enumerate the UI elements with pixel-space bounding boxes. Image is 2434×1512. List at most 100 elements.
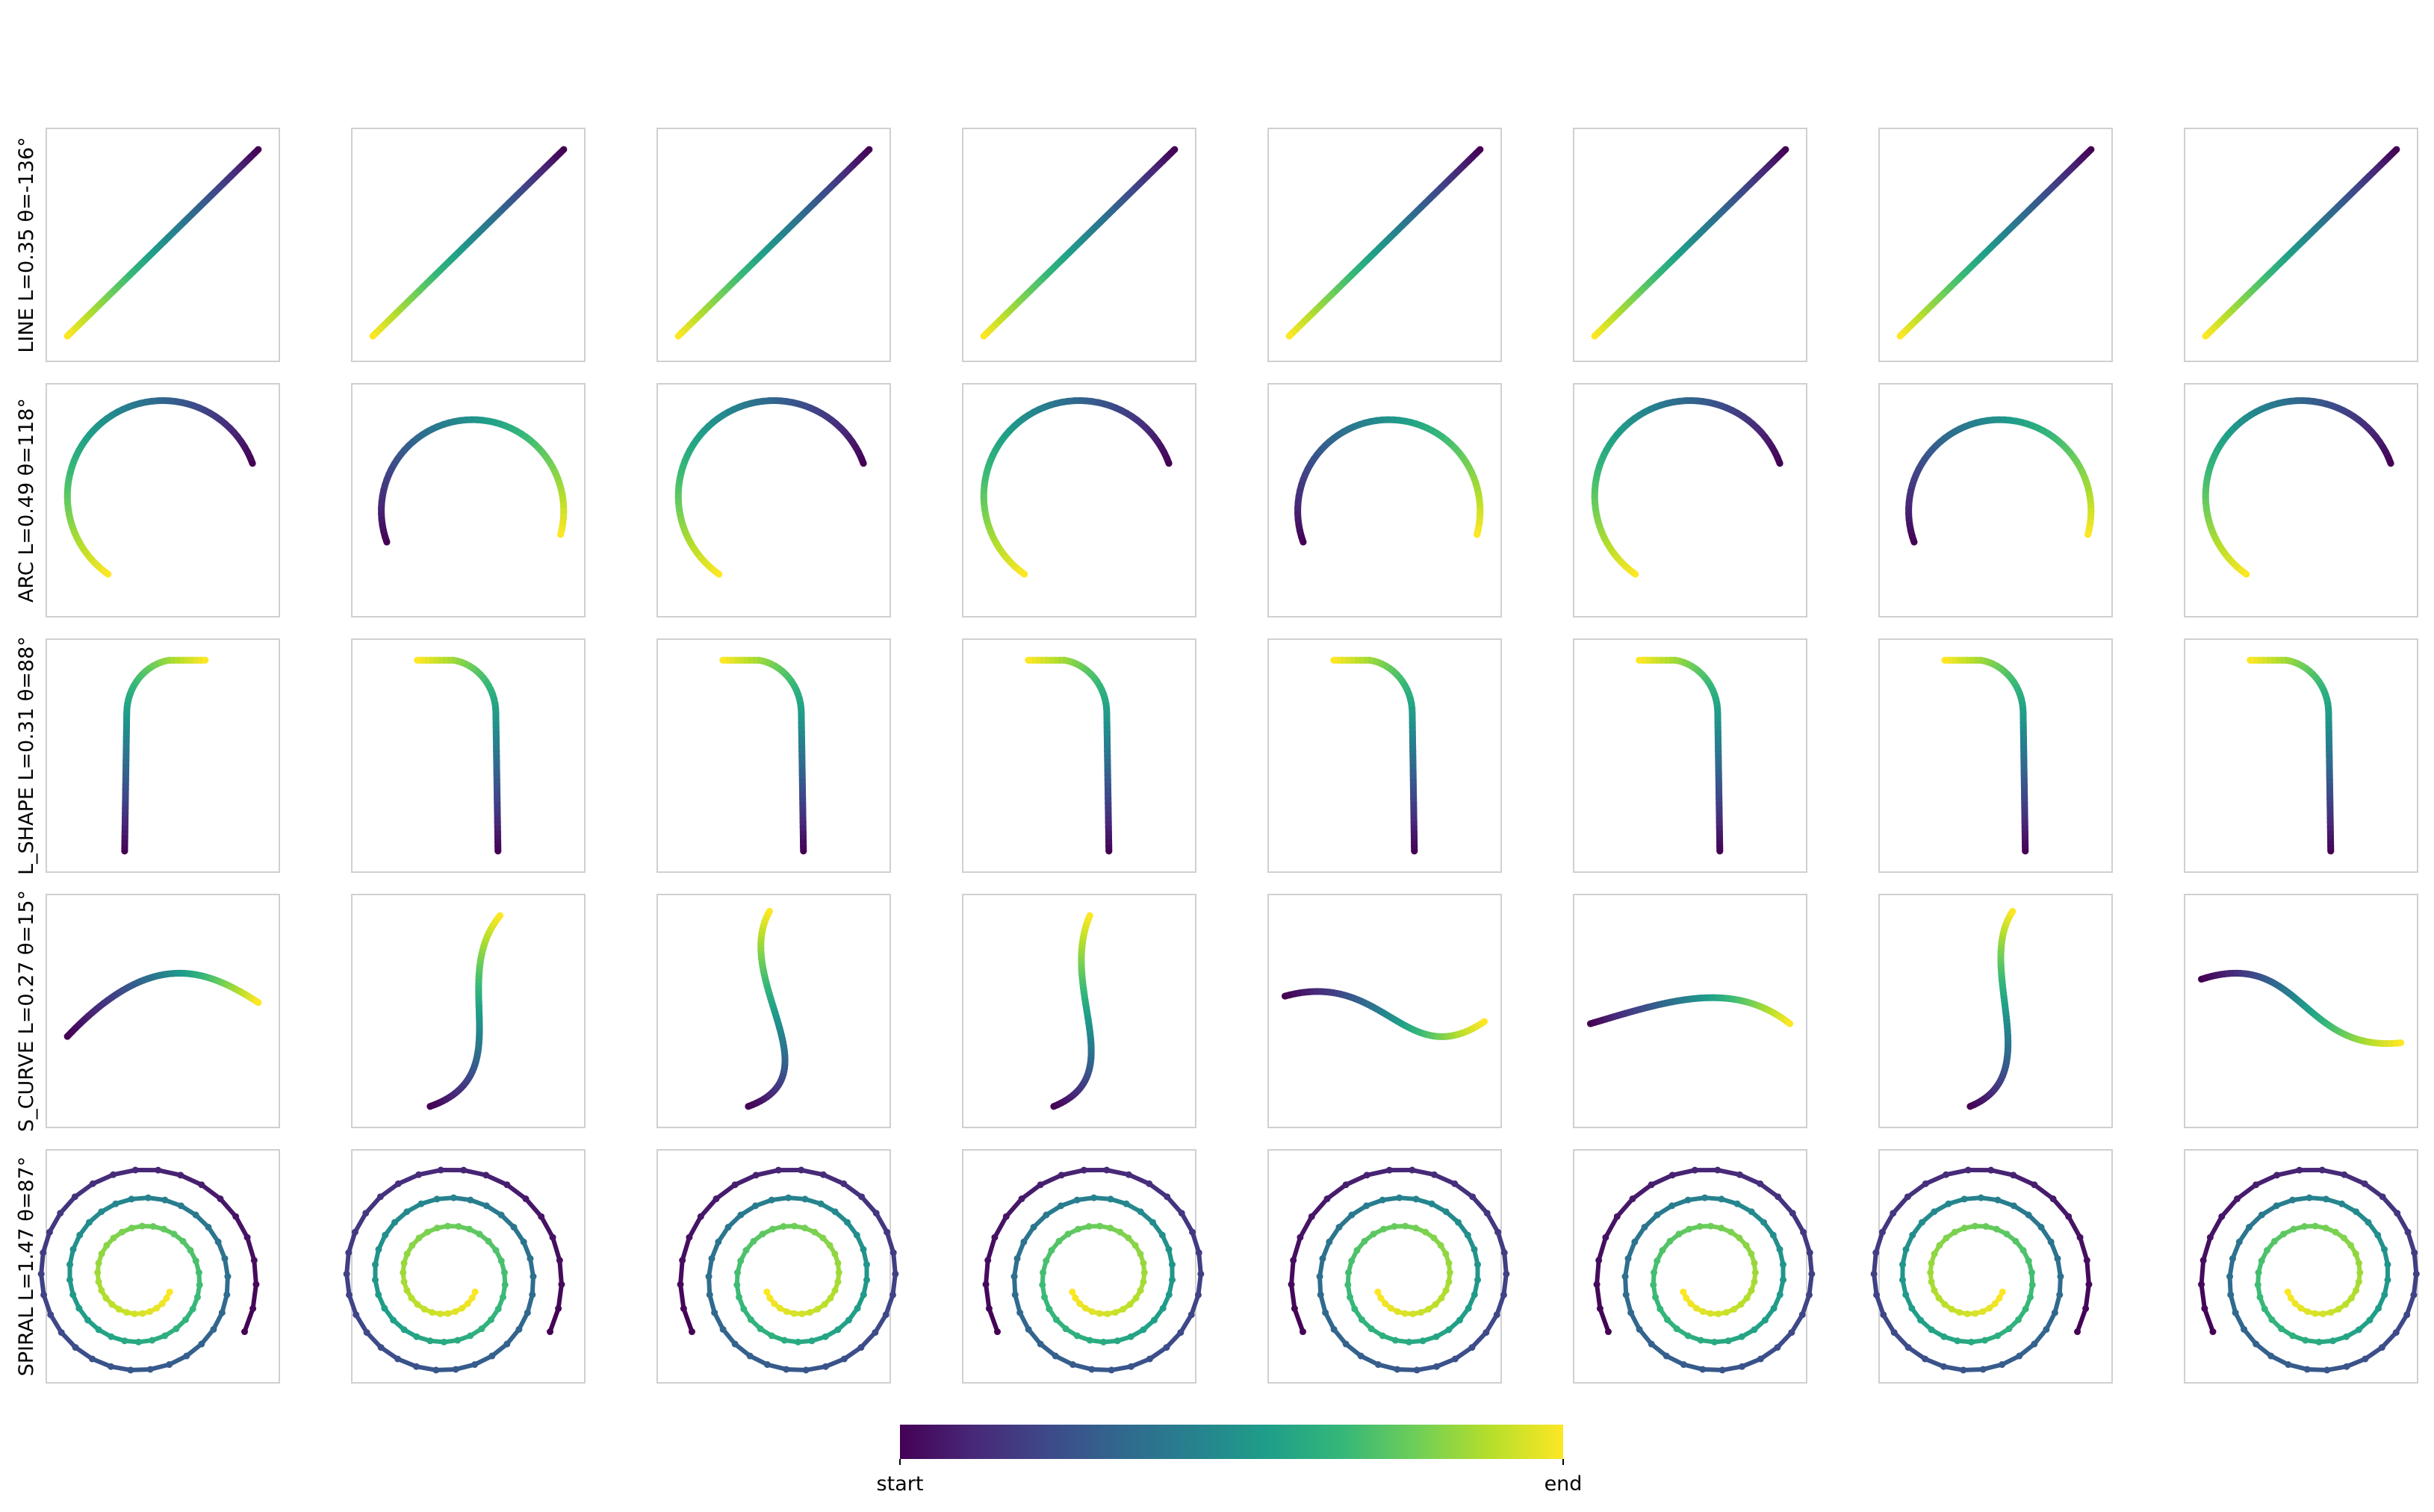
trajectory-point bbox=[444, 1310, 452, 1317]
trajectory-segment bbox=[985, 1235, 997, 1263]
trajectory-point bbox=[1178, 1210, 1185, 1217]
trajectory-point bbox=[822, 1333, 829, 1340]
trajectory-point bbox=[708, 1255, 715, 1263]
trajectory-point bbox=[2209, 1328, 2217, 1336]
panel bbox=[962, 894, 1196, 1128]
trajectory-point bbox=[1075, 1225, 1082, 1233]
trajectory-point bbox=[1714, 729, 1722, 736]
trajectory-segment bbox=[1807, 1250, 1814, 1277]
trajectory-point bbox=[798, 776, 806, 783]
trajectory-point bbox=[1738, 1333, 1745, 1340]
trajectory-point bbox=[121, 833, 128, 841]
trajectory-point bbox=[1922, 1355, 1929, 1363]
trajectory-point bbox=[2296, 1166, 2303, 1174]
trajectory-point bbox=[980, 332, 987, 340]
trajectory-point bbox=[1776, 1245, 1783, 1253]
trajectory-point bbox=[1379, 1332, 1386, 1340]
trajectory-segment bbox=[1004, 1196, 1025, 1219]
trajectory-point bbox=[131, 1166, 139, 1174]
trajectory-segment bbox=[681, 1306, 695, 1334]
panel bbox=[1573, 383, 1807, 617]
trajectory-point bbox=[2355, 417, 2362, 424]
trajectory-point bbox=[1380, 1225, 1388, 1233]
panel bbox=[656, 894, 891, 1128]
trajectory-point bbox=[502, 422, 509, 429]
trajectory-point bbox=[415, 1234, 423, 1242]
trajectory-segment bbox=[1164, 1194, 1185, 1216]
trajectory-point bbox=[984, 1257, 992, 1264]
trajectory-point bbox=[1104, 771, 1111, 779]
trajectory-point bbox=[2211, 534, 2219, 541]
trajectory-segment bbox=[353, 1312, 370, 1335]
trajectory-point bbox=[777, 397, 785, 405]
trajectory-point bbox=[2325, 724, 2332, 731]
trajectory-segment bbox=[1906, 1345, 1928, 1361]
trajectory-point bbox=[1729, 407, 1736, 414]
trajectory-point bbox=[1429, 427, 1436, 435]
trajectory-point bbox=[860, 1245, 867, 1253]
trajectory-point bbox=[2326, 743, 2333, 750]
trajectory-point bbox=[2085, 1281, 2093, 1288]
trajectory-point bbox=[1401, 417, 1409, 425]
trajectory-point bbox=[742, 1246, 750, 1254]
trajectory-point bbox=[752, 1202, 760, 1210]
trajectory-point bbox=[493, 776, 500, 783]
trajectory-point bbox=[1357, 1352, 1365, 1360]
trajectory-point bbox=[2031, 1340, 2038, 1348]
trajectory-point bbox=[1736, 1234, 1743, 1242]
trajectory-segment bbox=[858, 1330, 878, 1350]
trajectory-point bbox=[420, 1305, 428, 1313]
trajectory-point bbox=[1058, 399, 1066, 406]
trajectory-point bbox=[2326, 800, 2334, 807]
trajectory-point bbox=[468, 1294, 476, 1301]
trajectory-point bbox=[1715, 1310, 1722, 1318]
trajectory-point bbox=[785, 1194, 792, 1201]
trajectory-segment bbox=[557, 1257, 564, 1287]
trajectory-point bbox=[689, 441, 697, 449]
trajectory-point bbox=[995, 441, 1002, 449]
trajectory-segment bbox=[1325, 1182, 1349, 1201]
panel-frame bbox=[1573, 638, 1807, 873]
trajectory-point bbox=[452, 1366, 459, 1373]
trajectory-point bbox=[2087, 497, 2094, 504]
trajectory-point bbox=[1409, 719, 1416, 727]
trajectory-segment bbox=[2011, 1172, 2037, 1187]
trajectory-point bbox=[1103, 724, 1111, 731]
trajectory-point bbox=[161, 1332, 169, 1340]
trajectory-point bbox=[1714, 1166, 1722, 1174]
trajectory-point bbox=[2299, 397, 2306, 405]
trajectory-point bbox=[2009, 908, 2017, 915]
trajectory-point bbox=[1591, 493, 1598, 500]
trajectory-point bbox=[2325, 709, 2332, 717]
trajectory-point bbox=[2022, 847, 2029, 855]
trajectory-point bbox=[1300, 538, 1307, 546]
trajectory-point bbox=[1330, 656, 1338, 664]
trajectory-point bbox=[122, 809, 129, 817]
trajectory-point bbox=[382, 1231, 389, 1239]
trajectory-point bbox=[798, 752, 806, 759]
trajectory-point bbox=[196, 1281, 203, 1289]
trajectory-point bbox=[981, 505, 988, 512]
trajectory-point bbox=[1774, 454, 1781, 461]
trajectory-point bbox=[2007, 417, 2014, 424]
trajectory-point bbox=[497, 912, 504, 919]
panel-frame bbox=[46, 894, 280, 1128]
trajectory-point bbox=[67, 517, 75, 524]
trajectory-point bbox=[1701, 1194, 1709, 1201]
trajectory-point bbox=[403, 1250, 411, 1257]
trajectory-point bbox=[2058, 441, 2066, 448]
trajectory-point bbox=[488, 1352, 496, 1360]
panel-frame bbox=[1267, 383, 1502, 617]
trajectory-point bbox=[69, 523, 76, 530]
trajectory-point bbox=[108, 1363, 115, 1370]
trajectory-point bbox=[1603, 539, 1611, 547]
trajectory-point bbox=[1047, 401, 1055, 408]
panel bbox=[37, 1149, 280, 1384]
trajectory-point bbox=[149, 1223, 157, 1231]
trajectory-point bbox=[1409, 767, 1417, 774]
trajectory-point bbox=[1474, 485, 1481, 492]
trajectory-point bbox=[731, 1340, 739, 1348]
trajectory-point bbox=[1409, 729, 1416, 736]
trajectory-point bbox=[1294, 504, 1302, 511]
trajectory-point bbox=[493, 771, 500, 779]
